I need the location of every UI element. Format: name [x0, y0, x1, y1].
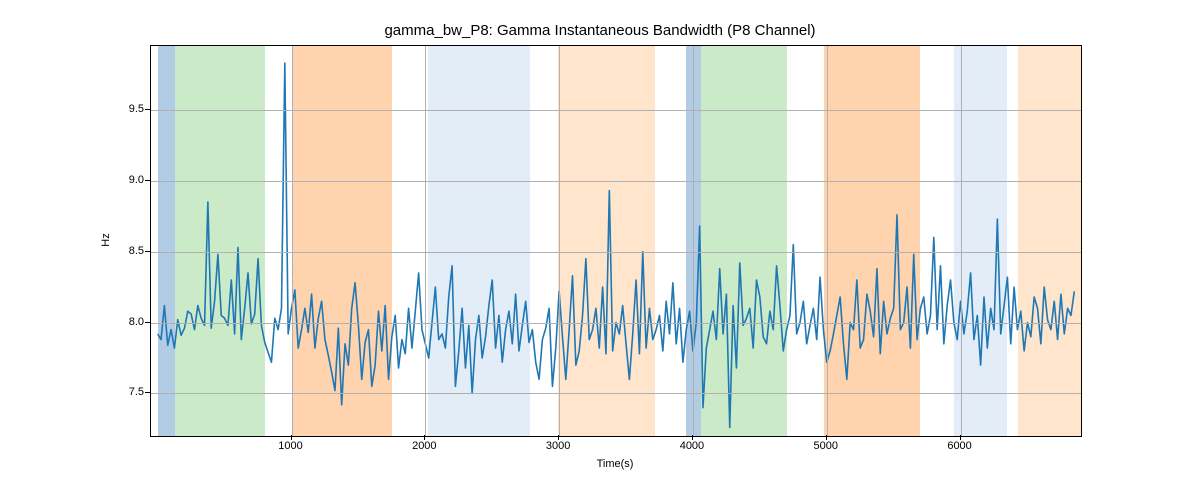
x-tick-label: 5000 [814, 440, 838, 452]
grid-line [151, 323, 1081, 324]
x-tick-label: 6000 [947, 440, 971, 452]
x-tick-label: 1000 [278, 440, 302, 452]
grid-line [151, 393, 1081, 394]
grid-line [827, 46, 828, 436]
grid-line [292, 46, 293, 436]
y-tick-label: 9.5 [104, 103, 144, 115]
grid-line [151, 110, 1081, 111]
y-tick-label: 8.5 [104, 245, 144, 257]
x-tick-label: 4000 [680, 440, 704, 452]
grid-line [151, 181, 1081, 182]
grid-line [425, 46, 426, 436]
x-tick-label: 3000 [546, 440, 570, 452]
y-tick-label: 9.0 [104, 174, 144, 186]
grid-line [693, 46, 694, 436]
grid-line [151, 252, 1081, 253]
x-tick-label: 2000 [412, 440, 436, 452]
y-tick-label: 8.0 [104, 316, 144, 328]
line-series [151, 46, 1081, 436]
grid-line [559, 46, 560, 436]
plot-area [150, 45, 1082, 437]
figure: gamma_bw_P8: Gamma Instantaneous Bandwid… [0, 0, 1200, 500]
x-axis-label: Time(s) [597, 458, 634, 470]
chart-title: gamma_bw_P8: Gamma Instantaneous Bandwid… [0, 22, 1200, 39]
y-tick-label: 7.5 [104, 386, 144, 398]
grid-line [961, 46, 962, 436]
